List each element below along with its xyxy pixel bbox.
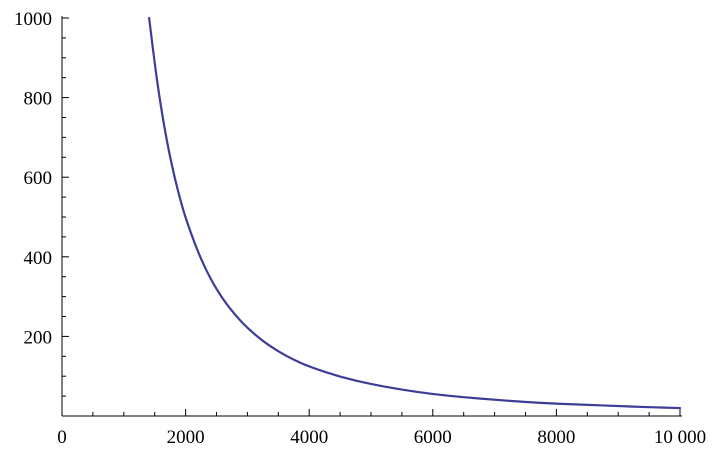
y-tick-label: 1000 (14, 9, 52, 30)
x-tick-label: 0 (57, 427, 67, 448)
x-tick-label: 2000 (167, 427, 205, 448)
y-tick-label: 600 (24, 168, 53, 189)
y-tick-label: 400 (24, 248, 53, 269)
x-tick-label: 4000 (290, 427, 328, 448)
x-tick-label: 8000 (537, 427, 575, 448)
y-tick-label: 800 (24, 89, 53, 110)
series-layer (148, 16, 682, 410)
series-line (148, 16, 682, 410)
x-tick-label: 10 000 (654, 427, 706, 448)
y-tick-label: 200 (24, 327, 53, 348)
x-tick-label: 6000 (414, 427, 452, 448)
axes (61, 16, 682, 417)
x-ticks: 0 2000 4000 6000 8000 10 000 (57, 409, 706, 448)
y-ticks: 200 400 600 800 1000 (14, 9, 69, 397)
